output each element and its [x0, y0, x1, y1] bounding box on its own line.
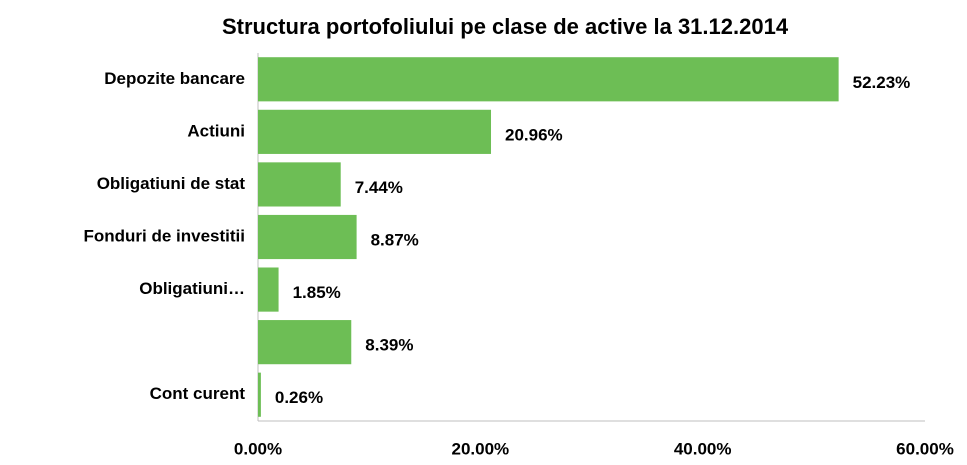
y-tick-label: Depozite bancare — [104, 69, 245, 88]
bar — [258, 372, 261, 417]
x-tick-label: 40.00% — [674, 439, 732, 458]
y-tick-label: Actiuni — [187, 121, 245, 140]
y-tick-label: Obligatiuni de stat — [97, 174, 246, 193]
bar — [258, 109, 492, 154]
x-tick-label: 60.00% — [896, 439, 954, 458]
data-label: 52.23% — [853, 73, 911, 92]
bar — [258, 267, 279, 312]
data-label: 0.26% — [275, 388, 323, 407]
data-label: 7.44% — [355, 178, 403, 197]
y-tick-label: Fonduri de investitii — [83, 226, 245, 245]
data-label: 8.87% — [371, 230, 419, 249]
bar — [258, 320, 352, 365]
x-tick-label: 0.00% — [234, 439, 282, 458]
data-label: 20.96% — [505, 125, 563, 144]
bar — [258, 162, 341, 207]
chart-title: Structura portofoliului pe clase de acti… — [222, 14, 789, 39]
bar — [258, 57, 839, 102]
bar — [258, 214, 357, 260]
data-label: 1.85% — [293, 283, 341, 302]
data-label: 8.39% — [365, 336, 413, 355]
y-tick-label: Obligatiuni… — [139, 279, 245, 298]
y-tick-label: Cont curent — [150, 384, 246, 403]
x-tick-label: 20.00% — [451, 439, 509, 458]
